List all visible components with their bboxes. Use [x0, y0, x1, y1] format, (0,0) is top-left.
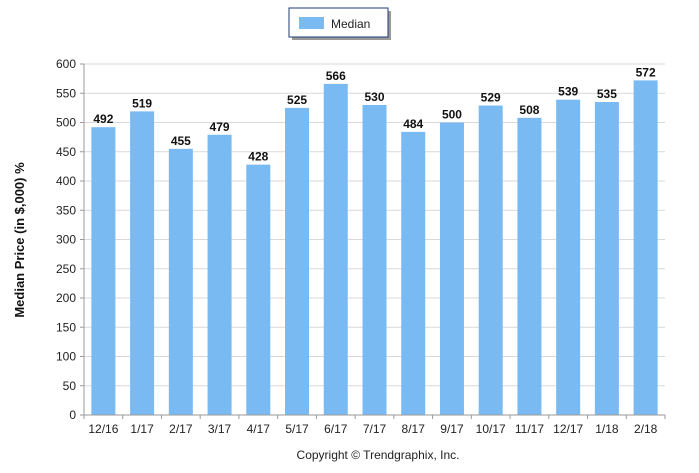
y-tick-label: 150 [56, 320, 76, 334]
y-tick-label: 550 [56, 86, 76, 100]
value-label: 479 [210, 120, 230, 134]
y-tick-label: 500 [56, 116, 76, 130]
legend: Median [288, 7, 391, 40]
value-label: 428 [248, 150, 268, 164]
y-tick-label: 0 [69, 408, 76, 422]
value-label: 530 [364, 90, 384, 104]
bar [594, 102, 619, 416]
x-tick-label: 12/16 [88, 422, 118, 436]
value-label: 529 [481, 91, 501, 105]
y-tick-label: 250 [56, 262, 76, 276]
legend-swatch [299, 17, 324, 29]
y-axis-title: Median Price (in $,000) % [12, 162, 27, 318]
value-label: 508 [519, 103, 539, 117]
y-tick-label: 100 [56, 350, 76, 364]
x-tick-label: 3/17 [208, 422, 232, 436]
y-tick-label: 350 [56, 203, 76, 217]
value-label: 525 [287, 93, 307, 107]
y-tick-label: 300 [56, 233, 76, 247]
x-tick-label: 7/17 [363, 422, 387, 436]
y-tick-label: 50 [63, 379, 77, 393]
x-tick-label: 12/17 [553, 422, 583, 436]
x-tick-label: 10/17 [476, 422, 506, 436]
y-axis-ticks: 0 50 100 150 200 250 300 350 400 450 500 550 600 [56, 57, 84, 422]
value-label: 492 [93, 112, 113, 126]
y-tick-label: 200 [56, 291, 76, 305]
value-label: 484 [403, 117, 423, 131]
value-label: 535 [597, 87, 617, 101]
copyright-footer: Copyright © Trendgraphix, Inc. [297, 448, 460, 462]
x-tick-label: 9/17 [440, 422, 464, 436]
bar [285, 107, 310, 415]
x-tick-label: 5/17 [285, 422, 309, 436]
value-label: 455 [171, 134, 191, 148]
value-label: 572 [636, 65, 656, 79]
bar [633, 80, 658, 415]
x-tick-label: 2/17 [169, 422, 193, 436]
x-tick-label: 1/17 [130, 422, 154, 436]
x-tick-label: 8/17 [402, 422, 426, 436]
x-tick-label: 4/17 [247, 422, 271, 436]
value-label: 539 [558, 85, 578, 99]
bar [323, 83, 348, 415]
value-label: 500 [442, 108, 462, 122]
x-tick-label: 11/17 [515, 422, 544, 436]
bar [439, 122, 464, 415]
bar [362, 104, 387, 415]
value-labels: 492 519 455 479 428 525 566 530 484 500 529 508 539 5… [93, 65, 656, 163]
y-tick-label: 400 [56, 174, 76, 188]
bar [401, 131, 426, 416]
y-tick-label: 600 [56, 57, 76, 71]
value-label: 566 [326, 69, 346, 83]
bar [168, 148, 193, 415]
bars [91, 80, 658, 416]
bar [207, 134, 232, 415]
bar [556, 99, 581, 415]
x-axis-ticks: 12/16 1/17 2/17 3/17 4/17 5/17 6/17 7/17 8/17 9/1… [83, 415, 666, 436]
legend-label: Median [331, 17, 370, 31]
bar [478, 105, 503, 415]
bar [517, 117, 542, 415]
bar [91, 127, 116, 416]
bar [246, 164, 271, 415]
x-tick-label: 1/18 [595, 422, 619, 436]
x-tick-label: 6/17 [324, 422, 348, 436]
y-tick-label: 450 [56, 145, 76, 159]
x-tick-label: 2/18 [634, 422, 658, 436]
value-label: 519 [132, 96, 152, 110]
bar [130, 111, 155, 415]
